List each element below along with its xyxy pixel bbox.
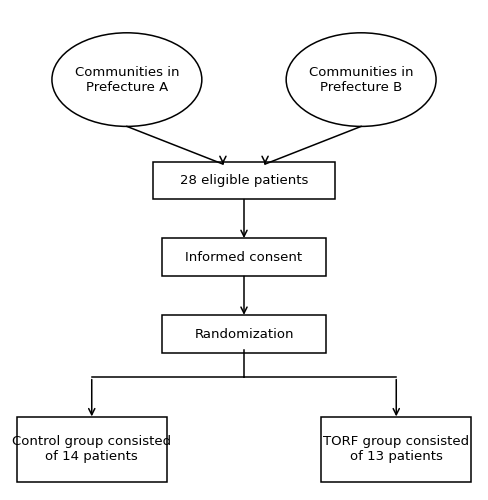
Text: TORF group consisted
of 13 patients: TORF group consisted of 13 patients [323, 435, 469, 463]
Text: 28 eligible patients: 28 eligible patients [180, 174, 308, 187]
Text: Informed consent: Informed consent [185, 250, 303, 264]
Text: Communities in
Prefecture A: Communities in Prefecture A [75, 66, 179, 94]
Text: Control group consisted
of 14 patients: Control group consisted of 14 patients [12, 435, 171, 463]
Text: Communities in
Prefecture B: Communities in Prefecture B [309, 66, 413, 94]
Text: Randomization: Randomization [194, 328, 294, 340]
